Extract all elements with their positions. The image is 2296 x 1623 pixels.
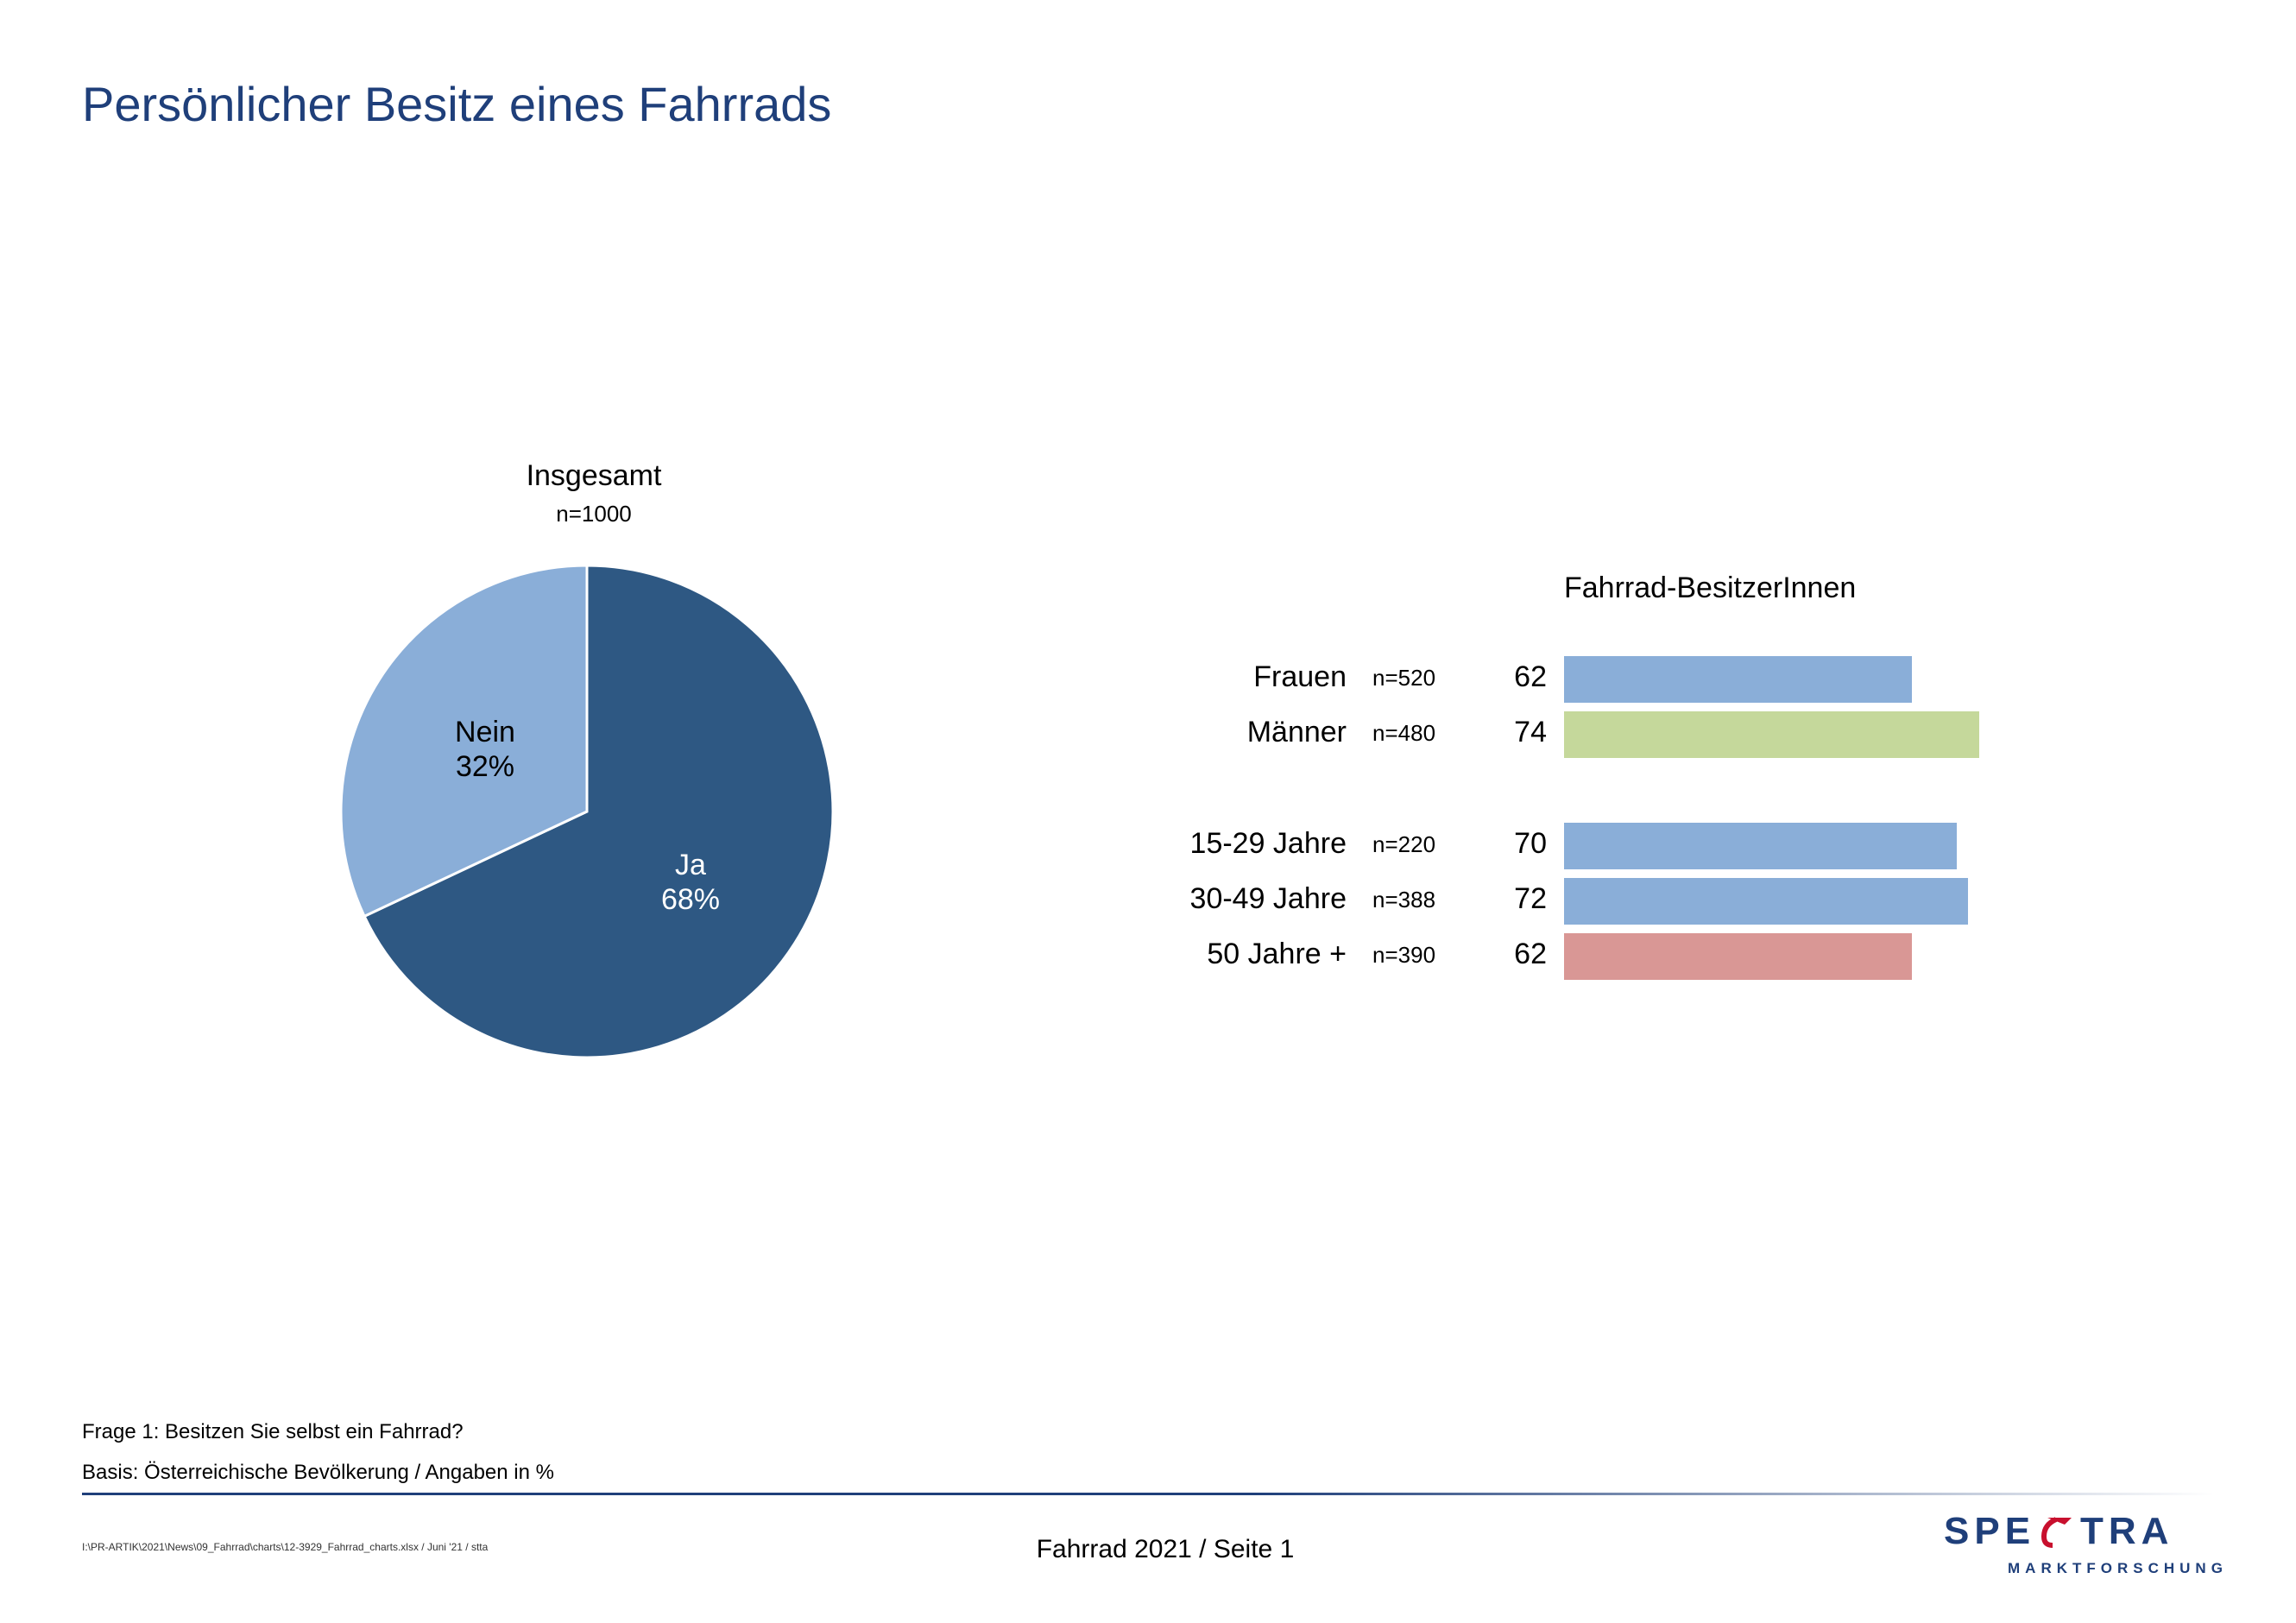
bar-männer	[1564, 711, 1979, 758]
logo-c-arrow	[2047, 1518, 2072, 1525]
bar-50-jahre	[1564, 933, 1912, 980]
pie-label-nein: Nein 32%	[399, 715, 571, 784]
page-footer: Fahrrad 2021 / Seite 1	[1036, 1535, 1295, 1563]
bar-30-49-jahre	[1564, 878, 1968, 925]
bar-value-15-29-jahre: 70	[1514, 827, 1547, 860]
bar-value-männer: 74	[1514, 716, 1547, 748]
pie-label-ja-name: Ja	[675, 849, 706, 881]
pie-label-ja: Ja 68%	[604, 848, 777, 917]
basis-footnote: Basis: Österreichische Bevölkerung / Ang…	[82, 1461, 554, 1484]
file-path: I:\PR-ARTIK\2021\News\09_Fahrrad\charts\…	[82, 1541, 489, 1553]
question-footnote: Frage 1: Besitzen Sie selbst ein Fahrrad…	[82, 1420, 464, 1443]
bar-sample-size-männer: n=480	[1372, 720, 1436, 746]
pie-slice-ja	[363, 564, 835, 1059]
pie-title: Insgesamt	[526, 459, 662, 492]
logo-text-right: TRA	[2080, 1510, 2173, 1552]
bar-sample-size-30-49-jahre: n=388	[1372, 887, 1436, 913]
pie-slice-nein	[339, 564, 589, 919]
bar-label-15-29-jahre: 15-29 Jahre	[1189, 827, 1347, 860]
pie-sample-size: n=1000	[556, 501, 632, 527]
footer-divider	[82, 1493, 2214, 1495]
logo-text-left: SPE	[1944, 1510, 2035, 1552]
bar-value-frauen: 62	[1514, 660, 1547, 693]
pie-label-nein-value: 32%	[455, 750, 515, 783]
logo-subtitle: MARKTFORSCHUNG	[2008, 1560, 2228, 1576]
bar-sample-size-50-jahre: n=390	[1372, 942, 1436, 968]
pie-chart	[339, 564, 835, 1059]
bar-value-50-jahre: 62	[1514, 938, 1547, 970]
logo-c-mark	[2041, 1517, 2058, 1548]
pie-label-nein-name: Nein	[455, 716, 515, 748]
bar-sample-size-15-29-jahre: n=220	[1372, 831, 1436, 857]
page-title: Persönlicher Besitz eines Fahrrads	[82, 77, 832, 131]
bar-label-frauen: Frauen	[1253, 660, 1347, 693]
spectra-logo: SPE TRA MARKTFORSCHUNG	[1944, 1510, 2228, 1576]
bar-value-30-49-jahre: 72	[1514, 882, 1547, 915]
bar-label-50-jahre: 50 Jahre +	[1207, 938, 1347, 970]
bar-15-29-jahre	[1564, 823, 1957, 869]
bar-sample-size-frauen: n=520	[1372, 665, 1436, 691]
bar-label-30-49-jahre: 30-49 Jahre	[1189, 882, 1347, 915]
bar-frauen	[1564, 656, 1912, 703]
bar-chart-title: Fahrrad-BesitzerInnen	[1564, 572, 1857, 604]
pie-label-ja-value: 68%	[660, 883, 721, 916]
bar-label-männer: Männer	[1246, 716, 1347, 748]
